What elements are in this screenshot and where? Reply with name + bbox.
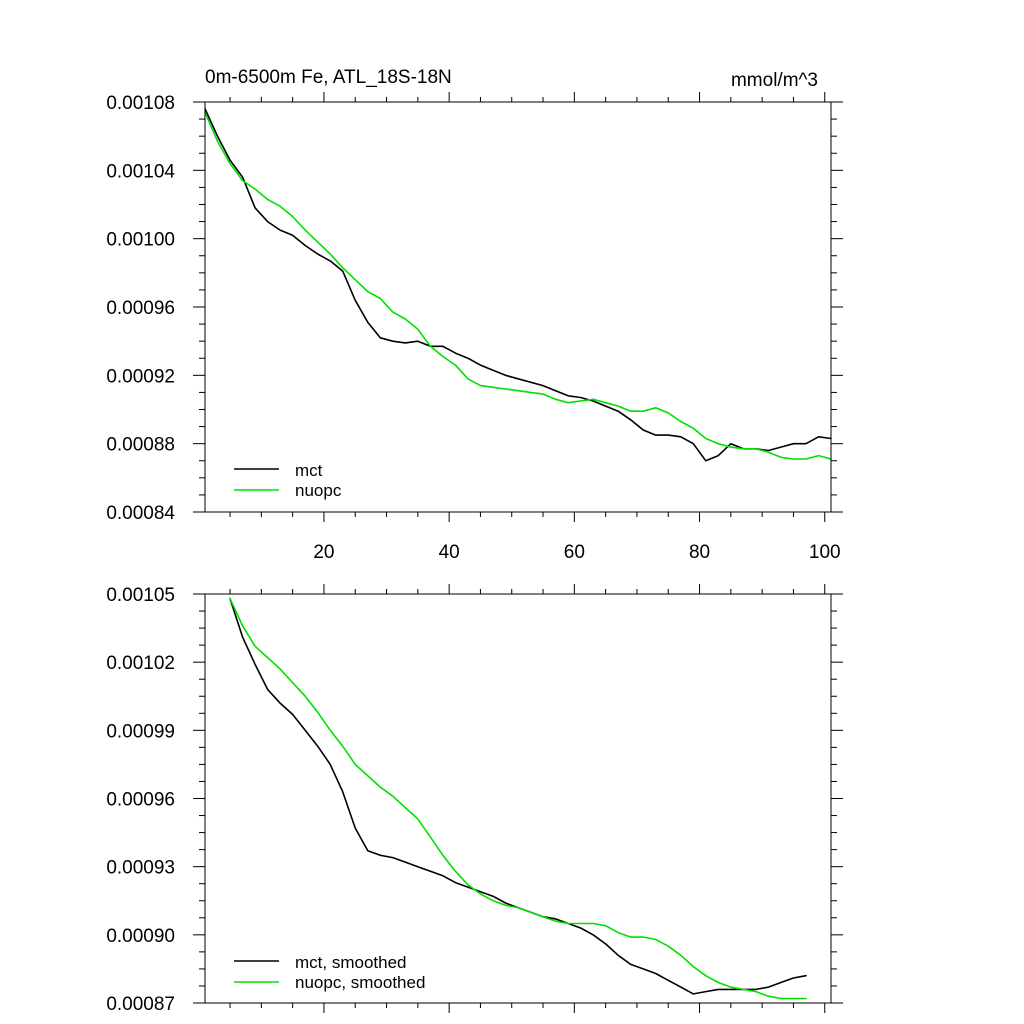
series-line-nuopc-smoothed <box>229 597 807 1000</box>
series-line-mct <box>204 108 832 462</box>
y-tick-label: 0.00093 <box>106 858 175 879</box>
x-tick-label: 60 <box>564 542 585 563</box>
y-tick-label: 0.00096 <box>106 790 175 811</box>
top-axis-ticks <box>193 92 843 522</box>
bottom-plot-frame <box>204 593 832 1004</box>
y-tick-label: 0.00099 <box>106 721 175 742</box>
x-tick-label: 100 <box>809 542 841 563</box>
y-tick-label: 0.00087 <box>106 994 175 1015</box>
top-plot-panel: 0m-6500m Fe, ATL_18S-18N mmol/m^3 20 40 60… <box>106 67 843 563</box>
y-tick-label: 0.00084 <box>106 503 175 524</box>
plot-title: 0m-6500m Fe, ATL_18S-18N <box>205 67 452 88</box>
legend-label-mct-smoothed: mct, smoothed <box>295 953 407 972</box>
y-tick-label: 0.00096 <box>106 298 175 319</box>
y-tick-label: 0.00102 <box>106 653 175 674</box>
top-series-group <box>204 108 832 462</box>
top-legend: mct nuopc <box>234 461 342 500</box>
x-tick-label: 20 <box>313 542 334 563</box>
y-tick-label: 0.00104 <box>106 161 175 182</box>
series-line-mct-smoothed <box>229 597 807 995</box>
bottom-tick-labels: 0.00087 0.00090 0.00093 0.00096 0.00099 0.001… <box>106 585 175 1015</box>
bottom-legend: mct, smoothed nuopc, smoothed <box>234 953 425 992</box>
legend-label-nuopc-smoothed: nuopc, smoothed <box>295 973 425 992</box>
units-label: mmol/m^3 <box>731 70 818 91</box>
y-tick-label: 0.00100 <box>106 230 175 251</box>
y-tick-label: 0.00108 <box>106 93 175 114</box>
bottom-plot-panel: 0.00087 0.00090 0.00093 0.00096 0.00099 0.001… <box>106 584 843 1015</box>
y-tick-label: 0.00090 <box>106 926 175 947</box>
legend-label-mct: mct <box>295 461 323 480</box>
x-tick-label: 80 <box>689 542 710 563</box>
y-tick-label: 0.00092 <box>106 366 175 387</box>
top-tick-labels: 20 40 60 80 100 0.00084 0.00088 0.00092 0.00096 0… <box>106 93 840 563</box>
x-tick-label: 40 <box>439 542 460 563</box>
series-line-nuopc <box>204 111 832 460</box>
top-plot-frame <box>204 101 832 513</box>
bottom-series-group <box>229 597 807 1000</box>
legend-label-nuopc: nuopc <box>295 481 342 500</box>
y-tick-label: 0.00105 <box>106 585 175 606</box>
bottom-axis-ticks <box>193 584 843 1013</box>
y-tick-label: 0.00088 <box>106 435 175 456</box>
